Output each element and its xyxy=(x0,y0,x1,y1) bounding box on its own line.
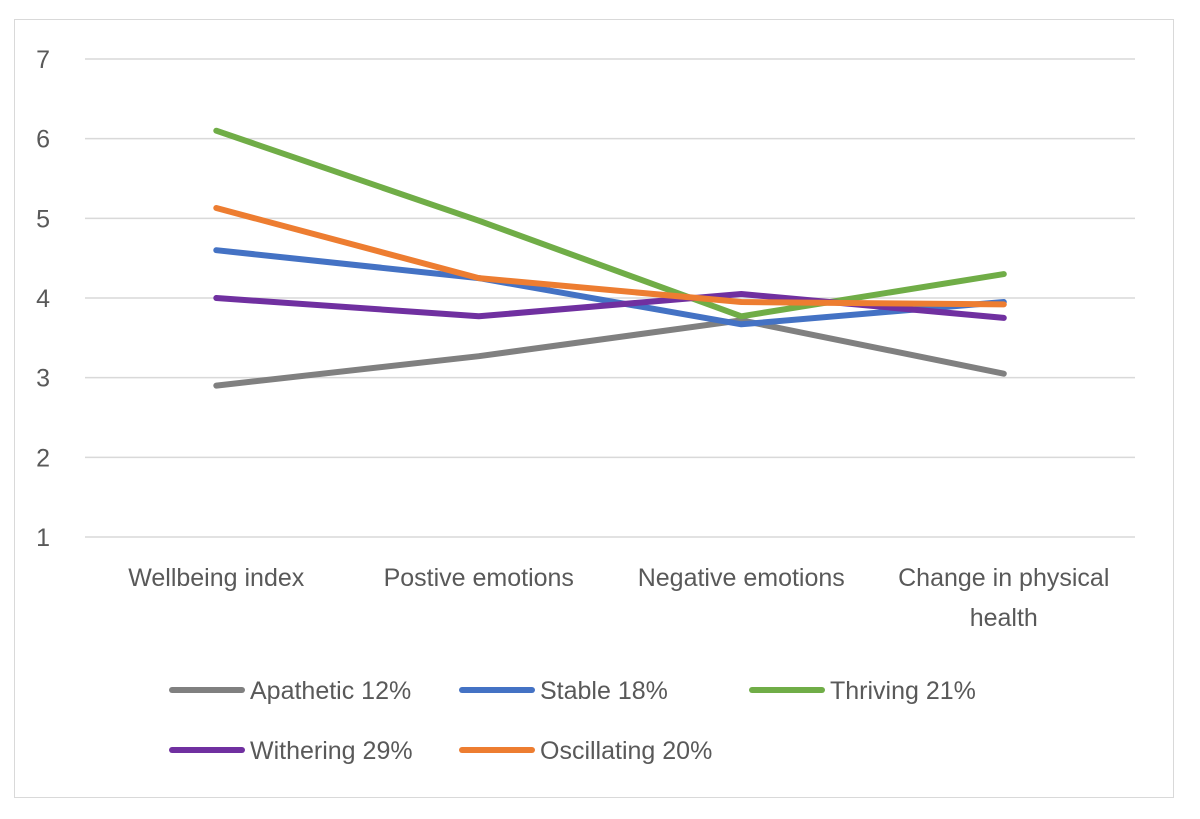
legend-label-0: Apathetic 12% xyxy=(250,677,411,705)
x-tick-label-1: Postive emotions xyxy=(384,564,574,592)
x-tick-label-2: Negative emotions xyxy=(638,564,845,592)
series-line-1 xyxy=(213,247,1007,328)
series-line-2 xyxy=(213,127,1007,320)
x-tick-label-3: Change in physical xyxy=(898,564,1109,592)
legend-label-4: Oscillating 20% xyxy=(540,737,712,765)
legend-label-1: Stable 18% xyxy=(540,677,668,705)
series-line-0 xyxy=(213,317,1007,389)
y-tick-label-4: 4 xyxy=(36,285,50,313)
chart-area xyxy=(14,19,1174,798)
legend-label-3: Withering 29% xyxy=(250,737,413,765)
y-tick-label-2: 2 xyxy=(36,444,50,472)
legend-label-2: Thriving 21% xyxy=(830,677,976,705)
x-tick-label-3-line-2: health xyxy=(970,604,1038,632)
y-tick-label-7: 7 xyxy=(36,46,50,74)
y-tick-label-3: 3 xyxy=(36,365,50,393)
y-tick-label-1: 1 xyxy=(36,524,50,552)
x-tick-label-0: Wellbeing index xyxy=(128,564,305,592)
y-tick-label-5: 5 xyxy=(36,205,50,233)
series-line-4 xyxy=(213,205,1007,308)
y-tick-label-6: 6 xyxy=(36,126,50,154)
